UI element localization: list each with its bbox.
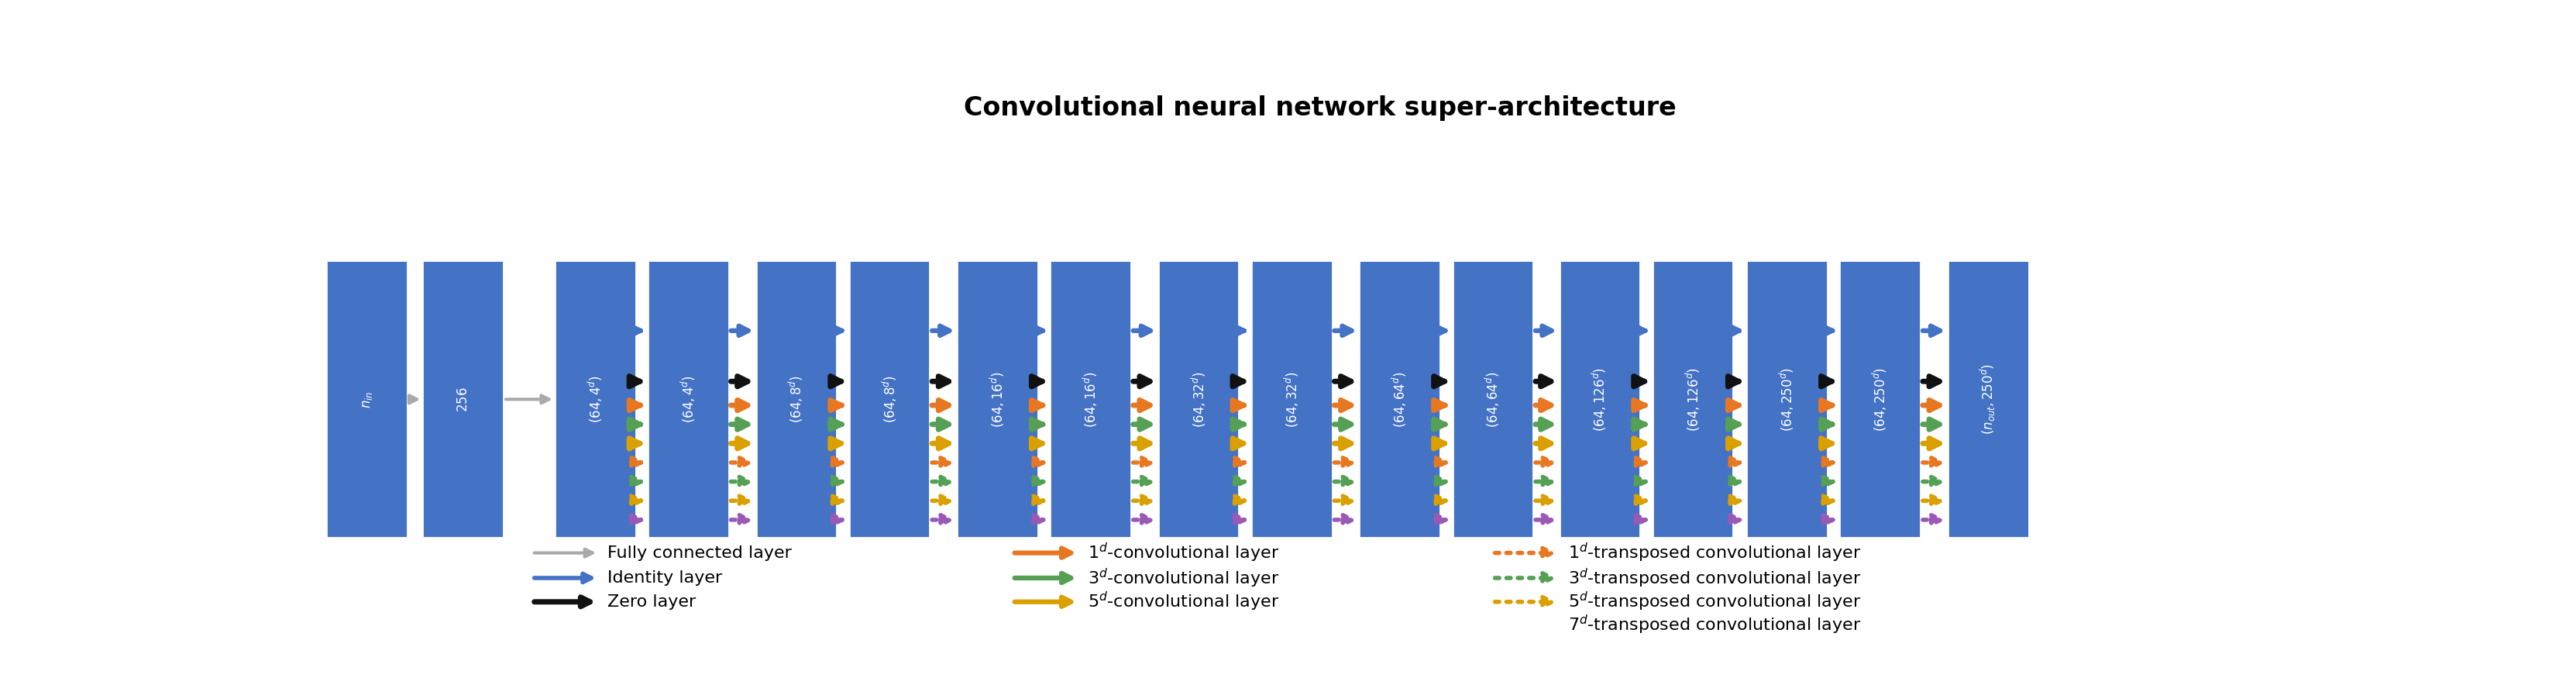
Bar [1453,261,1533,538]
Text: $n_{in}$: $n_{in}$ [361,391,374,408]
Text: $(64,8^{d})$: $(64,8^{d})$ [881,375,899,423]
Text: $1^{d}$-transposed convolutional layer: $1^{d}$-transposed convolutional layer [1569,541,1862,564]
Bar [554,261,636,538]
Text: $(64,126^{d})$: $(64,126^{d})$ [1592,367,1607,432]
Text: Convolutional neural network super-architecture: Convolutional neural network super-archi… [963,96,1677,121]
Bar [1747,261,1826,538]
Text: $3^{d}$-convolutional layer: $3^{d}$-convolutional layer [1087,566,1280,589]
Text: $(64,64^{d})$: $(64,64^{d})$ [1391,371,1409,427]
Bar [1051,261,1131,538]
Text: $5^{d}$-transposed convolutional layer: $5^{d}$-transposed convolutional layer [1569,591,1862,613]
Text: $(64,16^{d})$: $(64,16^{d})$ [989,371,1007,427]
Bar [1947,261,2030,538]
Bar [647,261,729,538]
Bar [1839,261,1922,538]
Bar [422,261,505,538]
Text: $(64,4^{d})$: $(64,4^{d})$ [680,375,698,423]
Bar [956,261,1038,538]
Bar [1252,261,1332,538]
Bar [327,261,407,538]
Text: Identity layer: Identity layer [608,570,721,586]
Text: $3^{d}$-transposed convolutional layer: $3^{d}$-transposed convolutional layer [1569,566,1862,589]
Bar [1651,261,1734,538]
Bar [1558,261,1641,538]
Text: $(64,4^{d})$: $(64,4^{d})$ [587,375,605,423]
Text: $(64,250^{d})$: $(64,250^{d})$ [1870,367,1888,432]
Text: Fully connected layer: Fully connected layer [608,545,791,561]
Text: $7^{d}$-transposed convolutional layer: $7^{d}$-transposed convolutional layer [1569,613,1862,636]
Text: $(64,250^{d})$: $(64,250^{d})$ [1777,367,1795,432]
Bar [1159,261,1239,538]
Bar [850,261,930,538]
Bar [1360,261,1440,538]
Text: $(64,126^{d})$: $(64,126^{d})$ [1685,367,1703,432]
Text: $(64,64^{d})$: $(64,64^{d})$ [1484,371,1502,427]
Text: $(64,16^{d})$: $(64,16^{d})$ [1082,371,1100,427]
Bar [755,261,837,538]
Text: $(64,8^{d})$: $(64,8^{d})$ [788,375,806,423]
Text: $(n_{out},250^{d})$: $(n_{out},250^{d})$ [1978,363,1996,435]
Text: $(64,32^{d})$: $(64,32^{d})$ [1190,371,1208,427]
Text: $256$: $256$ [456,386,469,412]
Text: $1^{d}$-convolutional layer: $1^{d}$-convolutional layer [1087,541,1280,564]
Text: $(64,32^{d})$: $(64,32^{d})$ [1283,371,1301,427]
Text: $5^{d}$-convolutional layer: $5^{d}$-convolutional layer [1087,591,1280,613]
Text: Zero layer: Zero layer [608,594,696,610]
